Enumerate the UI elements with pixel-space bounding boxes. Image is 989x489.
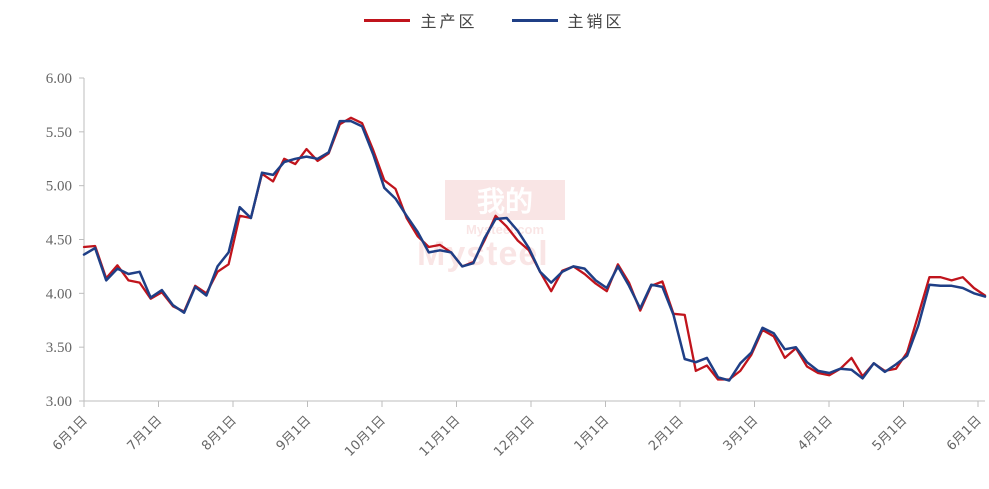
x-tick-label: 6月1日 <box>50 413 91 454</box>
series-line-2 <box>82 119 987 382</box>
legend: 主产区 主销区 <box>0 8 989 32</box>
x-tick-label: 7月1日 <box>125 413 166 454</box>
x-tick-label: 5月1日 <box>870 413 911 454</box>
x-tick-label: 2月1日 <box>646 413 687 454</box>
legend-item-series-1: 主产区 <box>364 8 477 32</box>
x-tick-label: 11月1日 <box>417 413 464 460</box>
x-tick-label: 1月1日 <box>572 413 613 454</box>
x-tick-label: 8月1日 <box>199 413 240 454</box>
x-tick-label: 4月1日 <box>795 413 836 454</box>
y-tick-label: 5.00 <box>46 179 72 195</box>
y-tick-label: 4.00 <box>46 286 72 302</box>
x-tick-label: 3月1日 <box>721 413 762 454</box>
series-line-1 <box>82 116 987 381</box>
legend-label-series-2: 主销区 <box>567 14 625 31</box>
x-tick-label: 10月1日 <box>342 413 389 460</box>
legend-item-series-2: 主销区 <box>511 8 625 32</box>
legend-label-series-1: 主产区 <box>420 14 478 31</box>
x-tick-label: 9月1日 <box>274 413 315 454</box>
y-tick-label: 3.00 <box>46 394 72 410</box>
y-tick-label: 6.00 <box>46 71 72 87</box>
y-tick-label: 4.50 <box>46 233 72 249</box>
legend-line-series-2 <box>511 18 558 22</box>
y-tick-label: 5.50 <box>46 125 72 141</box>
x-tick-label: 6月1日 <box>944 413 985 454</box>
legend-line-series-1 <box>364 18 411 22</box>
x-tick-label: 12月1日 <box>491 413 538 460</box>
y-tick-label: 3.50 <box>46 340 72 356</box>
